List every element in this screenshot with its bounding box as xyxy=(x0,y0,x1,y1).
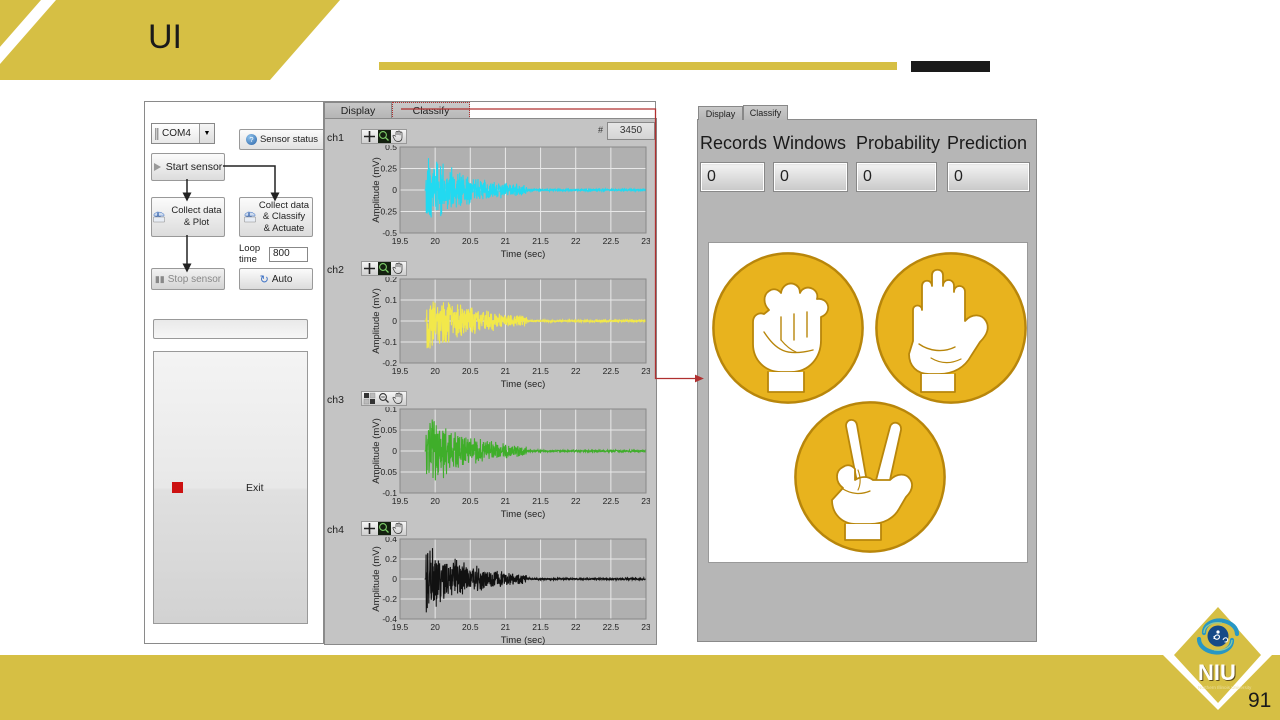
svg-text:NIU: NIU xyxy=(1198,660,1236,685)
svg-text:Northern Illinois University: Northern Illinois University xyxy=(1198,685,1252,690)
svg-text:91: 91 xyxy=(1248,689,1271,712)
